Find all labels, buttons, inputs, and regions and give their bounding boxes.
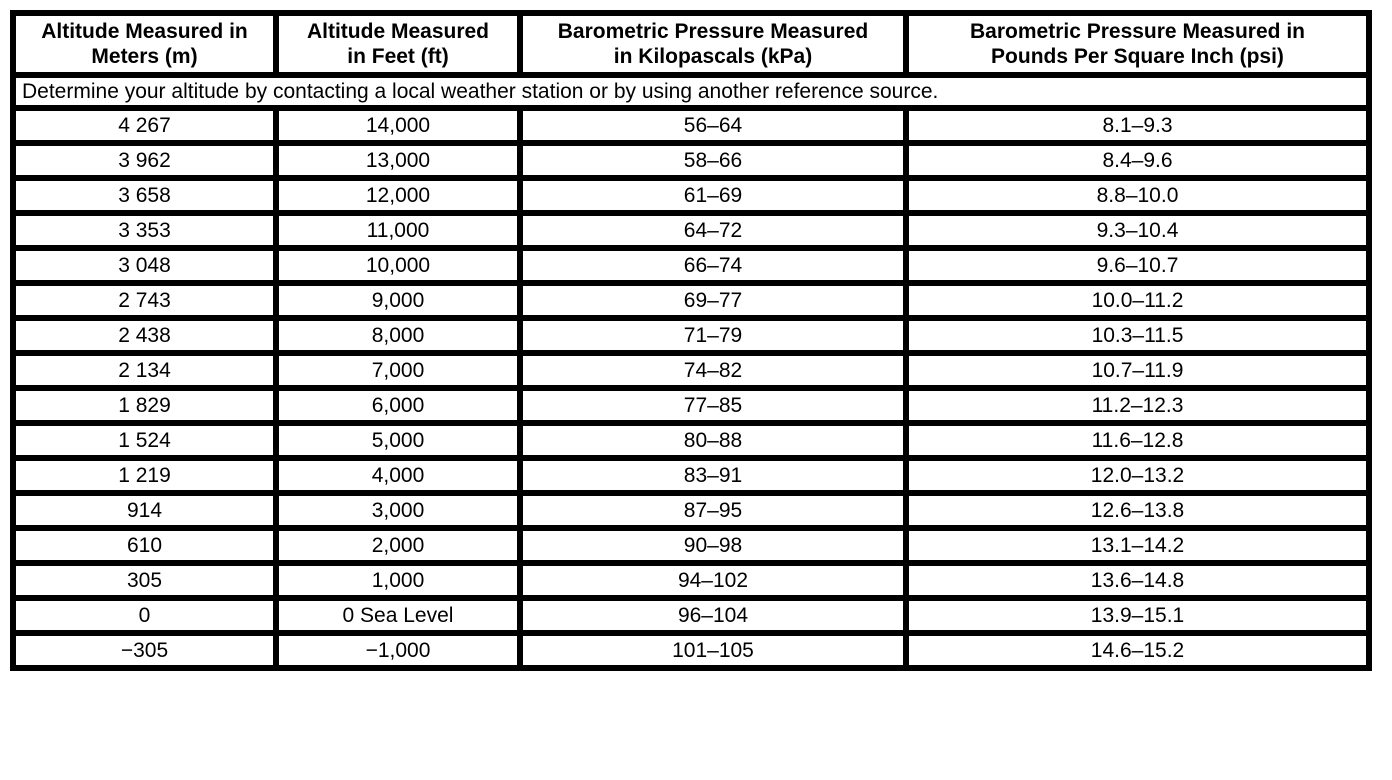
altitude-pressure-table: Altitude Measured in Meters (m) Altitude… [10, 9, 1372, 672]
table-cell: 13,000 [273, 140, 523, 182]
table-cell: −305 [10, 630, 279, 672]
table-cell: 8,000 [273, 315, 523, 357]
table-cell: 12.0–13.2 [903, 455, 1372, 497]
table-cell: 4 267 [10, 105, 279, 147]
table-cell: 77–85 [517, 385, 909, 427]
table-cell: 3 353 [10, 210, 279, 252]
table-cell: 2 134 [10, 350, 279, 392]
table-row: 610 2,000 90–98 13.1–14.2 [10, 525, 1372, 567]
table-cell: 1 524 [10, 420, 279, 462]
table-cell: 83–91 [517, 455, 909, 497]
table-note-row: Determine your altitude by contacting a … [10, 72, 1372, 112]
table-cell: 4,000 [273, 455, 523, 497]
table-cell: 66–74 [517, 245, 909, 287]
table-cell: 3 962 [10, 140, 279, 182]
table-cell: 64–72 [517, 210, 909, 252]
table-cell: 305 [10, 560, 279, 602]
table-cell: 0 [10, 595, 279, 637]
table-row: 305 1,000 94–102 13.6–14.8 [10, 560, 1372, 602]
table-header-row: Altitude Measured in Meters (m) Altitude… [10, 9, 1372, 79]
table-cell: 94–102 [517, 560, 909, 602]
table-cell: 7,000 [273, 350, 523, 392]
table-row: 2 438 8,000 71–79 10.3–11.5 [10, 315, 1372, 357]
table-cell: 10.3–11.5 [903, 315, 1372, 357]
table-cell: 6,000 [273, 385, 523, 427]
table-cell: 1 219 [10, 455, 279, 497]
table-cell: 5,000 [273, 420, 523, 462]
table-row: −305 −1,000 101–105 14.6–15.2 [10, 630, 1372, 672]
table-cell: 2 743 [10, 280, 279, 322]
note-text: Determine your altitude by contacting a … [10, 72, 1372, 112]
table-cell: 3 658 [10, 175, 279, 217]
table-cell: 11.2–12.3 [903, 385, 1372, 427]
table-row: 4 267 14,000 56–64 8.1–9.3 [10, 105, 1372, 147]
table-cell: 8.4–9.6 [903, 140, 1372, 182]
table-row: 2 134 7,000 74–82 10.7–11.9 [10, 350, 1372, 392]
table-cell: 71–79 [517, 315, 909, 357]
table-cell: 1,000 [273, 560, 523, 602]
table-cell: 9.3–10.4 [903, 210, 1372, 252]
table-cell: 13.6–14.8 [903, 560, 1372, 602]
table-cell: 9.6–10.7 [903, 245, 1372, 287]
table-cell: 10,000 [273, 245, 523, 287]
table-cell: 2,000 [273, 525, 523, 567]
table-row: 1 524 5,000 80–88 11.6–12.8 [10, 420, 1372, 462]
table-cell: 101–105 [517, 630, 909, 672]
table-cell: 8.1–9.3 [903, 105, 1372, 147]
table-row: 3 353 11,000 64–72 9.3–10.4 [10, 210, 1372, 252]
table-cell: 69–77 [517, 280, 909, 322]
table-cell: 2 438 [10, 315, 279, 357]
header-pressure-kpa: Barometric Pressure Measured in Kilopasc… [517, 9, 909, 79]
table-row: 914 3,000 87–95 12.6–13.8 [10, 490, 1372, 532]
table-cell: 13.9–15.1 [903, 595, 1372, 637]
table-cell: 1 829 [10, 385, 279, 427]
header-pressure-psi: Barometric Pressure Measured in Pounds P… [903, 9, 1372, 79]
table-cell: 3,000 [273, 490, 523, 532]
table-cell: 10.0–11.2 [903, 280, 1372, 322]
table-cell: 12.6–13.8 [903, 490, 1372, 532]
table-cell: 14.6–15.2 [903, 630, 1372, 672]
table-row: 3 658 12,000 61–69 8.8–10.0 [10, 175, 1372, 217]
table-row: 3 048 10,000 66–74 9.6–10.7 [10, 245, 1372, 287]
table-cell: 11,000 [273, 210, 523, 252]
table-cell: 10.7–11.9 [903, 350, 1372, 392]
table-row: 1 219 4,000 83–91 12.0–13.2 [10, 455, 1372, 497]
table-cell: 610 [10, 525, 279, 567]
table-cell: 0 Sea Level [273, 595, 523, 637]
table-cell: 3 048 [10, 245, 279, 287]
table-cell: 56–64 [517, 105, 909, 147]
table-cell: −1,000 [273, 630, 523, 672]
table-cell: 90–98 [517, 525, 909, 567]
table-cell: 11.6–12.8 [903, 420, 1372, 462]
table-cell: 80–88 [517, 420, 909, 462]
table-cell: 9,000 [273, 280, 523, 322]
table-row: 3 962 13,000 58–66 8.4–9.6 [10, 140, 1372, 182]
table-cell: 61–69 [517, 175, 909, 217]
table-cell: 914 [10, 490, 279, 532]
table-cell: 96–104 [517, 595, 909, 637]
header-altitude-meters: Altitude Measured in Meters (m) [10, 9, 279, 79]
header-altitude-feet: Altitude Measured in Feet (ft) [273, 9, 523, 79]
table-row: 1 829 6,000 77–85 11.2–12.3 [10, 385, 1372, 427]
table-cell: 8.8–10.0 [903, 175, 1372, 217]
table-cell: 13.1–14.2 [903, 525, 1372, 567]
altitude-pressure-table-container: Altitude Measured in Meters (m) Altitude… [10, 9, 1372, 672]
table-cell: 12,000 [273, 175, 523, 217]
table-cell: 74–82 [517, 350, 909, 392]
table-cell: 87–95 [517, 490, 909, 532]
table-body: 4 267 14,000 56–64 8.1–9.3 3 962 13,000 58–66 8… [10, 105, 1372, 672]
table-row: 2 743 9,000 69–77 10.0–11.2 [10, 280, 1372, 322]
table-cell: 14,000 [273, 105, 523, 147]
table-cell: 58–66 [517, 140, 909, 182]
